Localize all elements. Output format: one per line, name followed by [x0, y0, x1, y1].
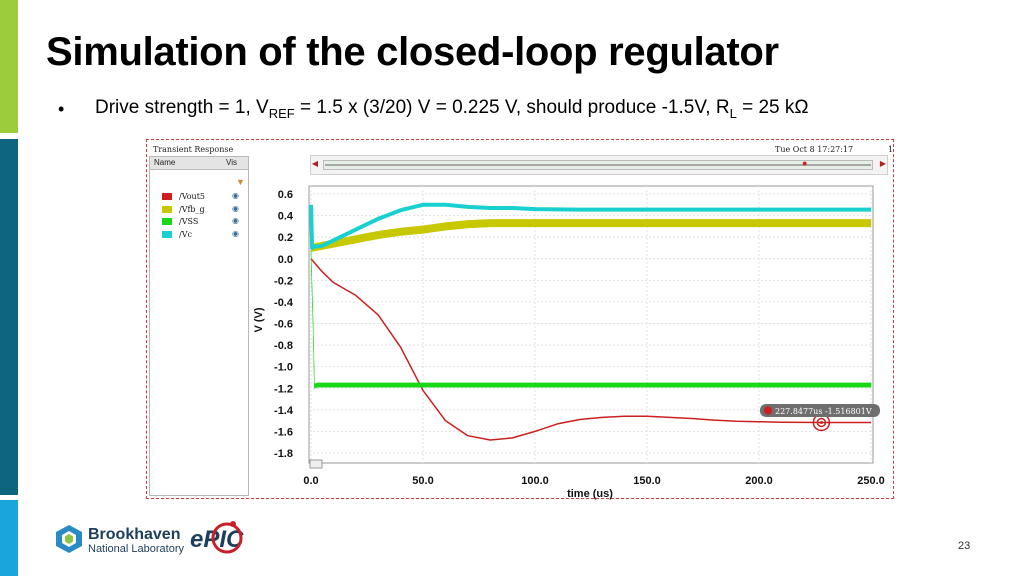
trace-vfbg: [310, 219, 872, 253]
page-number: 23: [958, 540, 971, 552]
y-tick-label: -0.2: [274, 275, 293, 287]
legend-item[interactable]: /Vfb_g ◉: [162, 204, 246, 216]
y-tick-label: -1.8: [274, 448, 293, 460]
bullet-text: Drive strength = 1, VREF = 1.5 x (3/20) …: [95, 97, 809, 121]
visibility-eye-icon[interactable]: ◉: [232, 228, 239, 238]
trace-vout5: [310, 258, 871, 441]
bullet-text-part1: Drive strength = 1, V: [95, 97, 269, 118]
y-tick-label: 0.4: [278, 211, 294, 223]
scroll-left-arrow-icon[interactable]: ◀: [311, 159, 319, 168]
sim-window-title: Transient Response: [153, 145, 234, 154]
y-tick-label: 0.0: [278, 254, 293, 266]
trace-vc: [309, 202, 871, 250]
bullet-marker: •: [58, 99, 65, 119]
bullet-sub-l: L: [729, 105, 737, 121]
legend-item[interactable]: /VSS ◉: [162, 216, 246, 228]
filter-icon[interactable]: ▼: [236, 177, 245, 187]
legend-header-name[interactable]: Name: [154, 158, 176, 167]
legend-item[interactable]: /Vc ◉: [162, 229, 246, 241]
accent-bar-green: [0, 0, 18, 133]
y-axis-label: V (V): [253, 307, 265, 332]
trace-vss: [310, 251, 872, 389]
x-axis-label: time (us): [567, 488, 613, 500]
y-tick-label: 0.6: [278, 189, 293, 201]
x-tick-label: 0.0: [303, 475, 318, 487]
sim-header: Transient Response Tue Oct 8 17:27:17 1: [147, 140, 893, 156]
legend-header-vis[interactable]: Vis: [226, 158, 237, 167]
accent-bar-teal: [0, 139, 18, 495]
x-tick-label: 150.0: [633, 475, 661, 487]
brookhaven-logo-icon: [54, 524, 84, 554]
visibility-eye-icon[interactable]: ◉: [232, 203, 239, 213]
legend-swatch: [162, 193, 172, 200]
x-tick-label: 100.0: [521, 475, 549, 487]
brookhaven-name: Brookhaven: [88, 526, 181, 543]
x-tick-label: 50.0: [412, 475, 433, 487]
marker-label-bg: [760, 404, 880, 417]
marker-dot: [819, 420, 823, 424]
marker-label-icon: [764, 406, 772, 415]
y-tick-label: -0.4: [274, 297, 294, 309]
legend-item[interactable]: /Vout5 ◉: [162, 191, 246, 203]
legend-header: Name Vis: [150, 157, 248, 170]
expand-arrow-icon: [309, 459, 323, 469]
epic-logo-icon: [211, 521, 243, 554]
y-tick-label: 0.2: [278, 232, 293, 244]
y-tick-label: -1.2: [274, 383, 293, 395]
visibility-eye-icon[interactable]: ◉: [232, 191, 239, 200]
slide-title: Simulation of the closed-loop regulator: [46, 30, 779, 74]
legend-swatch: [162, 218, 172, 225]
y-tick-label: -0.8: [274, 340, 293, 352]
legend-label: /Vfb_g: [179, 204, 205, 214]
legend-label: /Vc: [179, 229, 192, 239]
sim-corner-label: 1: [888, 145, 894, 154]
bullet-text-part2: = 1.5 x (3/20) V = 0.225 V, should produ…: [294, 97, 730, 118]
y-tick-label: -0.6: [274, 319, 293, 331]
brookhaven-subtitle: National Laboratory: [88, 543, 185, 555]
marker-ring-inner: [816, 417, 827, 428]
bullet-text-part3: = 25 kΩ: [736, 97, 809, 118]
accent-bar-blue: [0, 500, 18, 576]
legend-swatch: [162, 205, 172, 213]
legend-swatch: [162, 230, 172, 238]
x-tick-label: 250.0: [857, 475, 885, 487]
scroll-marker-icon: ●: [802, 158, 808, 168]
scroll-right-arrow-icon[interactable]: ▶: [879, 159, 887, 168]
bullet-sub-ref: REF: [268, 105, 295, 121]
visibility-eye-icon[interactable]: ◉: [232, 216, 239, 225]
y-tick-label: -1.4: [274, 405, 294, 417]
plot-area: [308, 185, 874, 464]
legend-label: /Vout5: [179, 192, 206, 201]
sim-timestamp: Tue Oct 8 17:27:17: [775, 145, 854, 154]
x-tick-label: 200.0: [745, 475, 773, 487]
scroll-overview-trace: [325, 164, 871, 166]
legend-label: /VSS: [179, 217, 199, 226]
y-tick-label: -1.0: [274, 362, 293, 374]
time-scrollbar[interactable]: ◀ ● ▶: [310, 155, 888, 175]
marker-label: 227.8477us -1.516801V: [775, 407, 872, 416]
y-tick-label: -1.6: [274, 426, 293, 438]
legend-panel: Name Vis ▼ /Vout5 ◉ /Vfb_g ◉ /VSS ◉ /Vc ◉: [149, 156, 249, 496]
